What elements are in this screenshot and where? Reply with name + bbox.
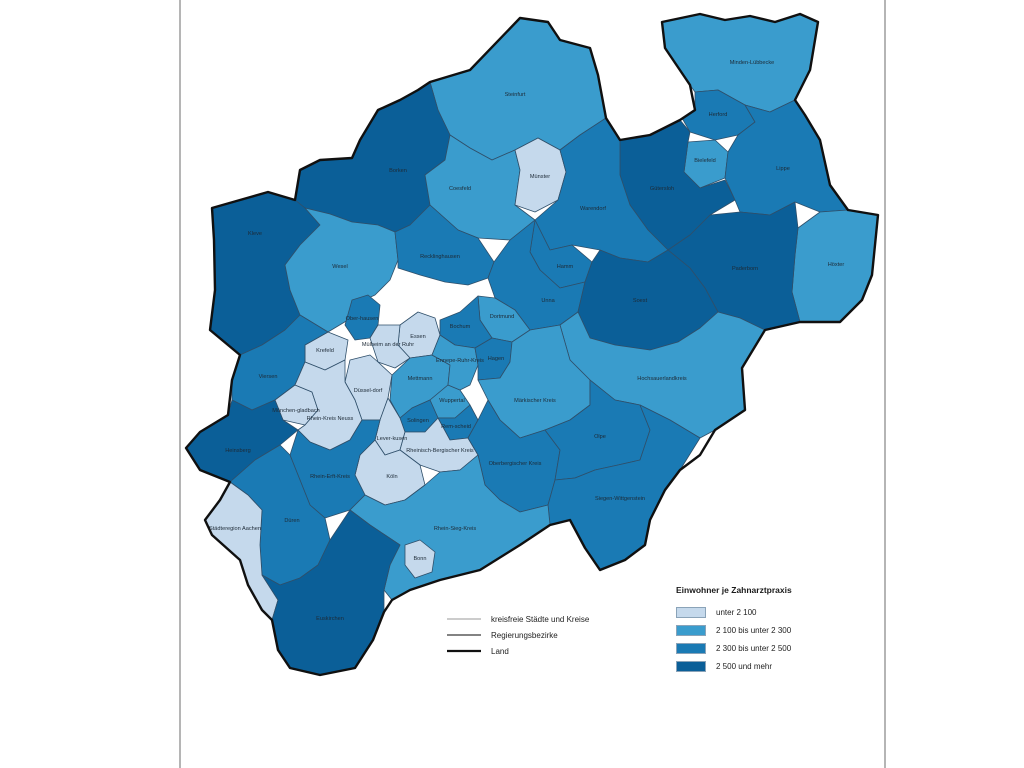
region-label-duesseldorf: Düssel-dorf — [354, 388, 383, 394]
region-label-paderborn: Paderborn — [732, 266, 758, 272]
region-label-wesel: Wesel — [332, 264, 347, 270]
legend-label: 2 100 bis unter 2 300 — [716, 625, 792, 635]
region-label-coesfeld: Coesfeld — [449, 186, 471, 192]
frame-left-line — [179, 0, 181, 768]
region-label-bonn: Bonn — [413, 556, 426, 562]
region-label-borken: Borken — [389, 168, 407, 174]
legend-swatch — [676, 642, 706, 654]
region-label-rheinisch-bergischer-kreis: Rheinisch-Bergischer Kreis — [406, 448, 474, 454]
region-label-ennepe: Ennepe-Ruhr-Kreis — [436, 358, 484, 364]
region-label-hoexter: Höxter — [828, 262, 845, 268]
region-label-solingen: Solingen — [407, 418, 429, 424]
region-label-mettmann: Mettmann — [408, 376, 433, 382]
region-label-guetersloh: Gütersloh — [650, 186, 674, 192]
region-label-hamm: Hamm — [557, 264, 574, 270]
legend-row: 2 500 und mehr — [676, 657, 896, 675]
region-label-lippe: Lippe — [776, 166, 790, 172]
legend-label: unter 2 100 — [716, 607, 757, 617]
color-legend: Einwohner je Zahnarztpraxis unter 2 100 … — [676, 585, 896, 675]
region-label-leverkusen: Lever-kusen — [377, 436, 408, 442]
region-label-minden-luebbecke: Minden-Lübbecke — [730, 60, 774, 66]
legend-swatch — [676, 606, 706, 618]
frame-right-line — [884, 0, 886, 768]
region-label-dortmund: Dortmund — [490, 314, 515, 320]
region-label-moenchengladbach: Mönchen-gladbach — [272, 408, 320, 414]
region-label-rhein-erft-kreis: Rhein-Erft-Kreis — [310, 474, 350, 480]
boundary-legend-row: kreisfreie Städte und Kreise — [447, 611, 647, 627]
region-label-steinfurt: Steinfurt — [505, 92, 526, 98]
region-label-essen: Essen — [410, 334, 426, 340]
region-label-remscheid: Rem-scheid — [441, 424, 471, 430]
region-label-bielefeld: Bielefeld — [694, 158, 715, 164]
region-label-hagen: Hagen — [488, 356, 504, 362]
region-label-siegen-wittgenstein: Siegen-Wittgenstein — [595, 496, 645, 502]
district-line-sample — [447, 618, 481, 620]
region-label-bochum: Bochum — [450, 324, 471, 330]
region-label-herford: Herford — [709, 112, 728, 118]
region-label-rhein-kreis-neuss: Rhein-Kreis Neuss — [307, 416, 354, 422]
boundary-legend-row: Regierungsbezirke — [447, 627, 647, 643]
legend-row: 2 300 bis unter 2 500 — [676, 639, 896, 657]
admin-region-line-sample — [447, 634, 481, 636]
region-label-muenster: Münster — [530, 174, 550, 180]
region-ennepe — [431, 334, 479, 391]
region-label-heinsberg: Heinsberg — [225, 448, 251, 454]
boundary-legend-label: Land — [491, 646, 509, 656]
region-label-soest: Soest — [633, 298, 648, 304]
region-label-kleve: Kleve — [248, 231, 262, 237]
legend-row: unter 2 100 — [676, 603, 896, 621]
region-label-maerkisch: Märkischer Kreis — [514, 398, 556, 404]
region-label-staedteregion-aachen: Städteregion Aachen — [209, 526, 261, 532]
legend-title: Einwohner je Zahnarztpraxis — [676, 585, 792, 595]
region-label-hochsauerland: Hochsauerlandkreis — [637, 376, 687, 382]
region-label-oberhausen: Ober-hausen — [346, 316, 379, 322]
region-label-koeln: Köln — [386, 474, 397, 480]
region-label-olpe: Olpe — [594, 434, 606, 440]
legend-label: 2 500 und mehr — [716, 661, 773, 671]
region-label-krefeld: Krefeld — [316, 348, 334, 354]
legend-label: 2 300 bis unter 2 500 — [716, 643, 792, 653]
region-label-euskirchen: Euskirchen — [316, 616, 344, 622]
boundary-legend-label: Regierungsbezirke — [491, 630, 558, 640]
region-label-muelheim: Mülheim an der Ruhr — [362, 342, 414, 348]
boundary-legend-label: kreisfreie Städte und Kreise — [491, 614, 590, 624]
region-muelheim — [369, 324, 411, 369]
boundary-legend: kreisfreie Städte und Kreise Regierungsb… — [447, 611, 647, 659]
region-label-viersen: Viersen — [259, 374, 278, 380]
legend-swatch — [676, 624, 706, 636]
legend-swatch — [676, 660, 706, 672]
boundary-legend-row: Land — [447, 643, 647, 659]
region-label-dueren: Düren — [284, 518, 299, 524]
region-label-rhein-sieg-kreis: Rhein-Sieg-Kreis — [434, 526, 476, 532]
region-bonn — [404, 539, 436, 579]
region-label-warendorf: Warendorf — [580, 206, 606, 212]
state-line-sample — [447, 649, 481, 653]
region-label-recklinghausen: Recklinghausen — [420, 254, 460, 260]
region-label-unna: Unna — [541, 298, 555, 304]
state-outline — [184, 12, 880, 677]
region-label-wuppertal: Wuppertal — [439, 398, 464, 404]
legend-row: 2 100 bis unter 2 300 — [676, 621, 896, 639]
region-label-oberbergischer-kreis: Oberbergischer Kreis — [489, 461, 542, 467]
